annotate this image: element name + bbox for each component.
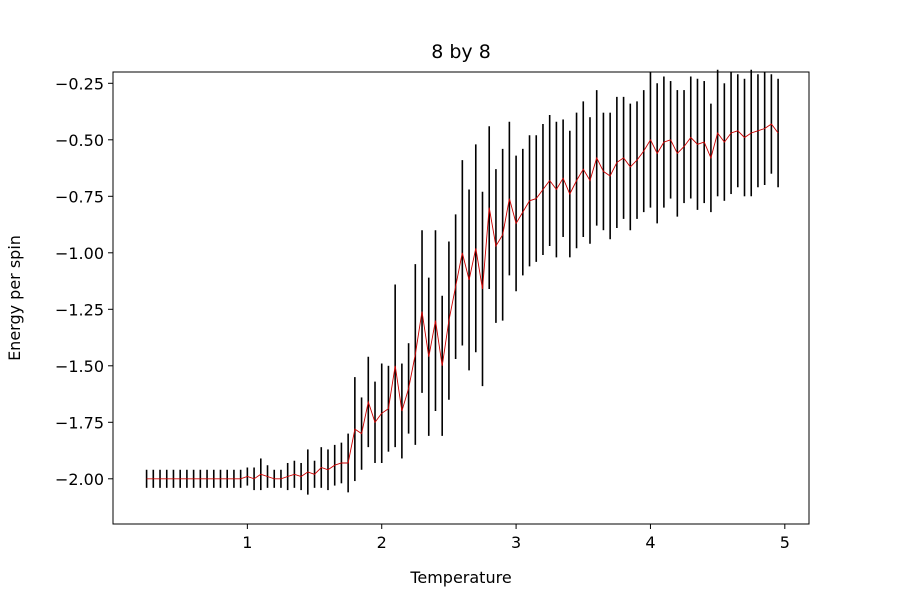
y-axis-label: Energy per spin <box>5 235 24 361</box>
x-axis-label: Temperature <box>409 568 511 587</box>
y-tick-label: −1.75 <box>55 413 104 432</box>
series-line <box>146 123 779 480</box>
y-tick-label: −1.00 <box>55 244 104 263</box>
x-tick-label: 1 <box>242 533 252 552</box>
y-tick-label: −2.00 <box>55 470 104 489</box>
y-tick-label: −0.50 <box>55 131 104 150</box>
chart-title: 8 by 8 <box>431 41 491 63</box>
axis-ticks: 1 2 3 4 5 −2.00 −1.75 −1.50 −1.25 −1.00 −0.75 −0.50… <box>55 74 790 552</box>
y-tick-label: −0.25 <box>55 74 104 93</box>
x-tick-label: 4 <box>645 533 655 552</box>
y-tick-label: −1.25 <box>55 300 104 319</box>
plot-frame <box>112 71 810 525</box>
y-tick-label: −0.75 <box>55 187 104 206</box>
x-tick-label: 3 <box>511 533 521 552</box>
x-tick-label: 5 <box>780 533 790 552</box>
x-tick-label: 2 <box>377 533 387 552</box>
y-tick-label: −1.50 <box>55 357 104 376</box>
